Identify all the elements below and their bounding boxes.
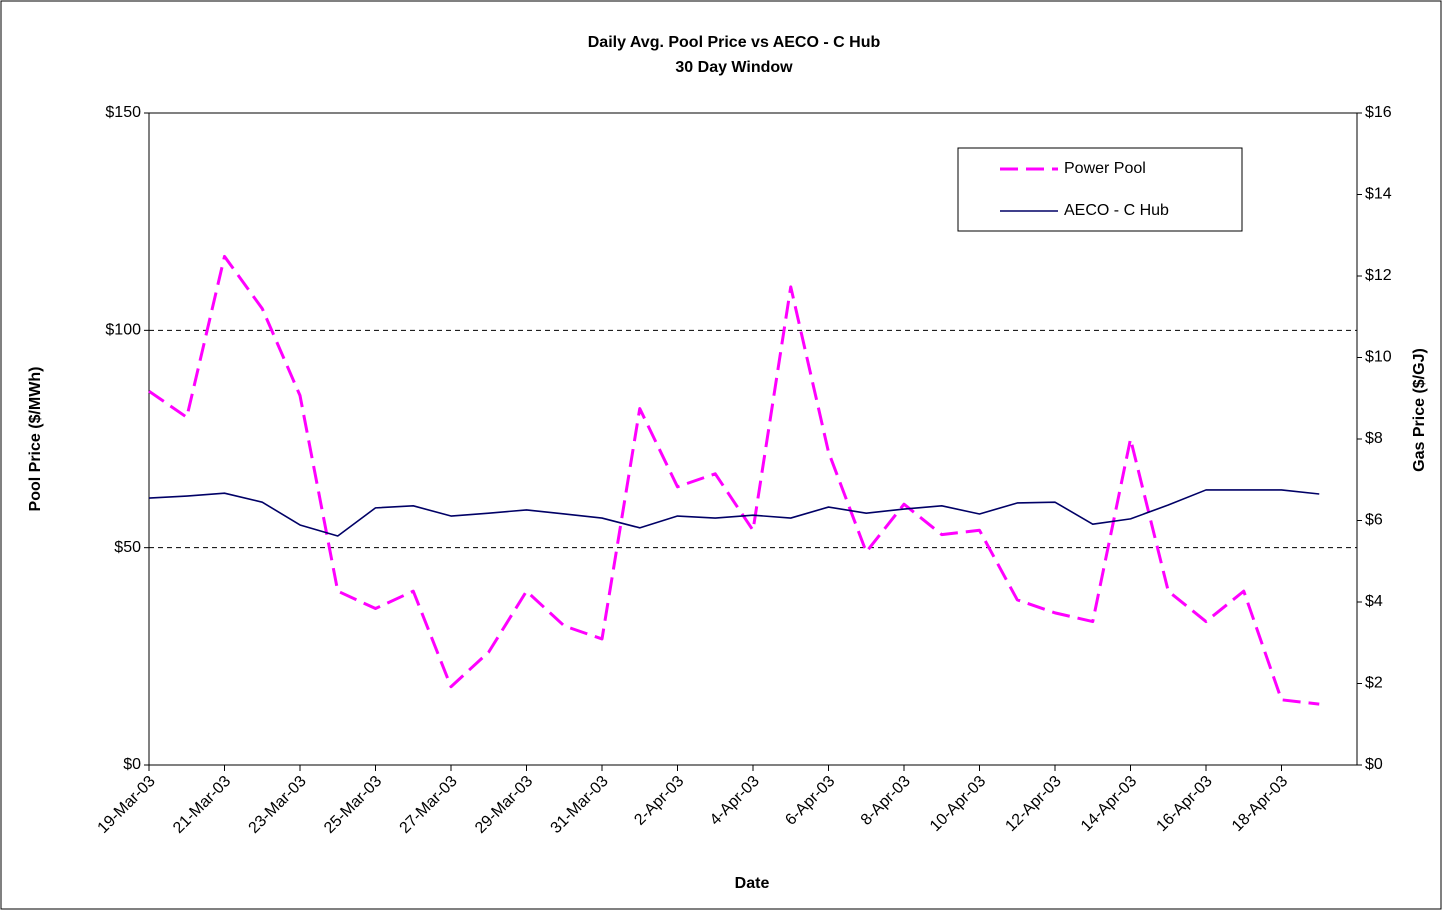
y-tick-label: $150 xyxy=(105,104,141,121)
x-axis-title: Date xyxy=(735,875,770,892)
y-tick-label: $50 xyxy=(114,539,141,556)
y2-tick-label: $8 xyxy=(1365,430,1383,447)
y2-tick-label: $16 xyxy=(1365,104,1392,121)
y2-tick-label: $0 xyxy=(1365,756,1383,773)
y2-tick-label: $4 xyxy=(1365,593,1383,610)
y-tick-label: $100 xyxy=(105,322,141,339)
y2-tick-label: $12 xyxy=(1365,267,1392,284)
chart-title: Daily Avg. Pool Price vs AECO - C Hub xyxy=(588,34,881,51)
y2-tick-label: $2 xyxy=(1365,675,1383,692)
y-tick-label: $0 xyxy=(123,756,141,773)
legend-label: AECO - C Hub xyxy=(1064,202,1169,219)
series-line xyxy=(148,254,1320,706)
y2-tick-label: $6 xyxy=(1365,512,1383,529)
y2-tick-label: $10 xyxy=(1365,349,1392,366)
y2-axis-title: Gas Price ($/GJ) xyxy=(1411,348,1428,472)
y-axis-title: Pool Price ($/MWh) xyxy=(27,367,44,512)
legend-label: Power Pool xyxy=(1064,160,1146,177)
y2-tick-label: $14 xyxy=(1365,186,1392,203)
series-line xyxy=(148,489,1320,537)
legend-box xyxy=(957,147,1243,232)
chart-subtitle: 30 Day Window xyxy=(675,59,793,76)
